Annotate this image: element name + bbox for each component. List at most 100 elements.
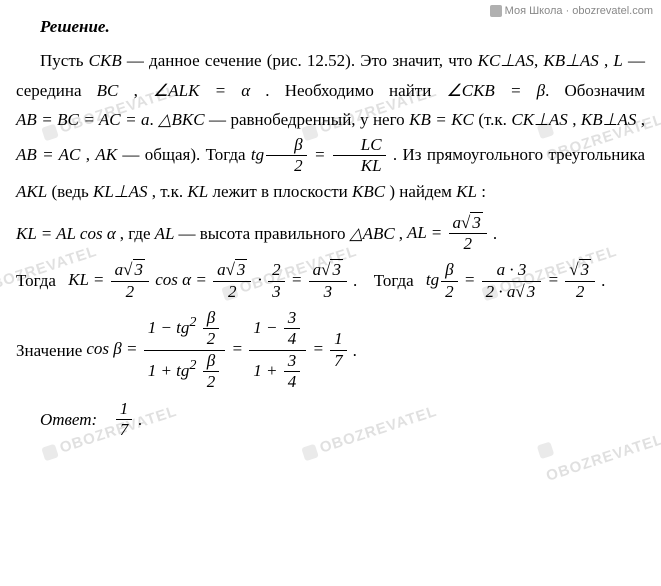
text: (т.к. <box>474 110 511 129</box>
denominator: 4 <box>284 329 301 349</box>
math: KC⊥AS <box>478 51 534 70</box>
fraction: 32 <box>565 260 595 302</box>
fraction: β2 <box>441 260 458 302</box>
eq: = <box>287 270 307 289</box>
math: KB = KC <box>409 110 474 129</box>
denominator: 1 + tg2 β2 <box>144 351 226 393</box>
numerator: β <box>441 260 458 281</box>
sup: 2 <box>189 357 196 373</box>
fraction: β2 <box>266 135 307 177</box>
text: , т.к. <box>148 182 188 201</box>
sqrt-icon: 3 <box>123 260 145 280</box>
eq: = <box>543 270 563 289</box>
math: AB = AC <box>16 145 80 164</box>
denominator: 7 <box>116 420 133 440</box>
text: . <box>601 266 605 296</box>
numerator: 1 <box>330 329 347 350</box>
text: . <box>353 266 357 296</box>
math: CKB <box>89 51 122 70</box>
fraction: 1 − tg2 β2 1 + tg2 β2 <box>144 308 226 393</box>
a: a <box>115 260 124 279</box>
numerator: 1 − 34 <box>249 308 306 351</box>
math: cos β = 1 − tg2 β2 1 + tg2 β2 = 1 − 34 1… <box>86 308 348 393</box>
numerator: 1 − tg2 β2 <box>144 308 226 351</box>
text: — данное сечение (рис. 12.52). Это значи… <box>122 51 478 70</box>
fraction: 34 <box>284 308 301 350</box>
solution-content: Решение. Пусть CKB — данное сечение (рис… <box>16 12 645 440</box>
numerator: 3 <box>284 351 301 372</box>
fraction: 17 <box>116 399 133 441</box>
numerator: a3 <box>111 260 149 281</box>
dot: · <box>253 270 266 289</box>
t: 1 + <box>253 361 281 380</box>
denominator: 2 <box>565 282 595 302</box>
sqrt-icon: 3 <box>321 260 343 280</box>
text: , <box>118 81 153 100</box>
denominator: 3 <box>268 282 285 302</box>
math: KBC <box>352 182 385 201</box>
math: KL = a32 cos α = a32 · 23 = a33 <box>68 260 349 302</box>
eq: = <box>309 145 331 164</box>
numerator: 3 <box>284 308 301 329</box>
text: . <box>138 405 142 435</box>
sqrt-icon: 3 <box>461 213 483 233</box>
solution-header: Решение. <box>16 12 645 42</box>
math: KB⊥AS <box>543 51 598 70</box>
equation-line-3: Значение cos β = 1 − tg2 β2 1 + tg2 β2 =… <box>16 308 645 393</box>
math: KL = AL cos α <box>16 219 116 249</box>
math: ∠CKB = β <box>446 81 545 100</box>
text: ) найдем <box>385 182 456 201</box>
text: — равнобедренный, у него <box>205 110 410 129</box>
t: 1 − tg <box>148 318 190 337</box>
lhs: AL = <box>407 222 447 241</box>
math: tgβ2 = a · 32 · a3 = 32 <box>426 260 597 302</box>
denominator: 2 <box>449 234 487 254</box>
denominator: 2 · a3 <box>482 282 542 302</box>
math: △BKC <box>158 110 204 129</box>
sqrt-icon: 3 <box>226 260 248 280</box>
denominator: 1 + 34 <box>249 351 306 393</box>
text: — общая). Тогда <box>117 145 251 164</box>
denominator: 3 <box>309 282 347 302</box>
math: KL⊥AS <box>93 182 148 201</box>
numerator: β <box>203 308 220 329</box>
numerator: 1 <box>116 399 133 420</box>
text: Тогда <box>374 266 414 296</box>
radicand: 3 <box>470 212 483 232</box>
tg: tg <box>251 145 264 164</box>
text: , <box>80 145 95 164</box>
math: CK⊥AS <box>511 110 567 129</box>
math: ∠ALK = α <box>153 81 250 100</box>
tg: tg <box>426 270 439 289</box>
fraction: 34 <box>284 351 301 393</box>
fraction: a32 <box>213 260 251 302</box>
denominator: 4 <box>284 372 301 392</box>
fraction: 17 <box>330 329 347 371</box>
text: Значение <box>16 336 82 366</box>
text: , <box>599 51 614 70</box>
numerator: a3 <box>449 213 487 234</box>
text: , <box>399 219 403 249</box>
denominator: 2 <box>266 156 307 176</box>
text: лежит в плоскости <box>208 182 352 201</box>
radicand: 3 <box>235 259 248 279</box>
a: a <box>313 260 322 279</box>
eq: = <box>460 270 480 289</box>
text: , <box>568 110 581 129</box>
solution-paragraph: Пусть CKB — данное сечение (рис. 12.52).… <box>16 46 645 207</box>
a: a <box>453 213 462 232</box>
numerator: a3 <box>309 260 347 281</box>
sqrt-icon: 3 <box>515 282 537 302</box>
math: KL <box>456 182 477 201</box>
denominator: 2 <box>203 372 220 392</box>
lhs: cos β = <box>86 339 141 358</box>
text: — высота правильного <box>178 219 345 249</box>
fraction: 1 − 34 1 + 34 <box>249 308 306 393</box>
text: . <box>150 110 159 129</box>
radicand: 3 <box>133 259 146 279</box>
answer-line: Ответ: 17 . <box>16 399 645 441</box>
equation-line-2: Тогда KL = a32 cos α = a32 · 23 = a33 . … <box>16 260 645 302</box>
fraction: a32 <box>449 213 487 255</box>
t: 1 − <box>253 318 281 337</box>
text: (ведь <box>51 182 93 201</box>
